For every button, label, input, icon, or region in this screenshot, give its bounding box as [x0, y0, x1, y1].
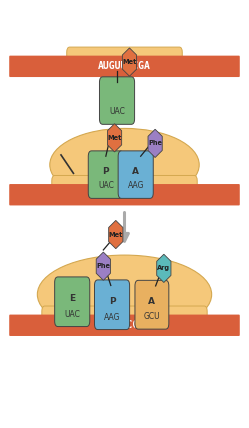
Text: AAG: AAG — [104, 312, 120, 322]
Text: GCU: GCU — [144, 312, 160, 321]
FancyBboxPatch shape — [99, 77, 134, 125]
Ellipse shape — [37, 255, 212, 334]
FancyBboxPatch shape — [42, 306, 207, 333]
FancyBboxPatch shape — [52, 175, 197, 203]
FancyBboxPatch shape — [118, 151, 153, 199]
FancyBboxPatch shape — [9, 56, 240, 77]
FancyBboxPatch shape — [135, 280, 169, 329]
FancyBboxPatch shape — [55, 277, 90, 327]
Text: AUGUUCCGA: AUGUUCCGA — [98, 61, 151, 71]
FancyBboxPatch shape — [95, 280, 129, 330]
Text: UAC: UAC — [109, 107, 125, 116]
Text: A: A — [148, 297, 155, 306]
Text: Met: Met — [122, 59, 137, 65]
Text: Phe: Phe — [148, 140, 162, 146]
Text: P: P — [109, 297, 115, 306]
Text: P: P — [103, 166, 109, 176]
Text: UAC: UAC — [98, 181, 114, 190]
FancyBboxPatch shape — [67, 47, 182, 74]
Text: Met: Met — [107, 135, 122, 141]
Ellipse shape — [50, 128, 199, 201]
Text: AAG: AAG — [127, 181, 144, 190]
Text: UAC: UAC — [64, 309, 80, 319]
Text: E: E — [69, 294, 75, 303]
FancyBboxPatch shape — [9, 315, 240, 336]
Text: AUGUUCCGA: AUGUUCCGA — [98, 190, 151, 200]
Text: Arg: Arg — [157, 265, 170, 271]
Text: Met: Met — [109, 232, 123, 238]
Text: Phe: Phe — [96, 263, 110, 269]
FancyBboxPatch shape — [88, 151, 124, 199]
FancyBboxPatch shape — [9, 184, 240, 205]
Text: AUGUUCCGA: AUGUUCCGA — [98, 320, 151, 330]
Text: A: A — [132, 166, 139, 176]
